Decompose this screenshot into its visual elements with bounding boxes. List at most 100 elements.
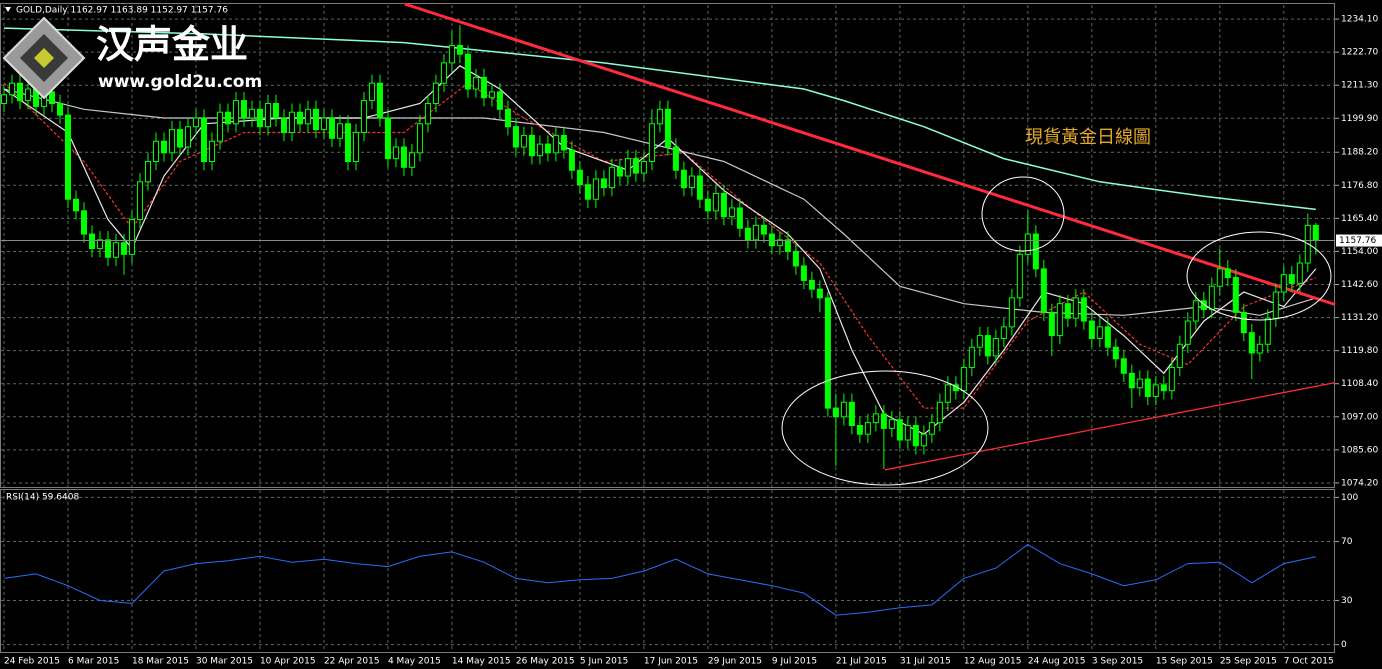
candle-body bbox=[720, 192, 727, 218]
candle-body bbox=[256, 108, 263, 128]
candle-body bbox=[304, 108, 311, 125]
x-tick-label: 29 Jun 2015 bbox=[708, 657, 762, 667]
candle-body bbox=[584, 184, 591, 200]
candle-body bbox=[144, 161, 151, 183]
candle-body bbox=[80, 210, 87, 235]
candle-body bbox=[208, 140, 215, 163]
candle-body bbox=[1104, 326, 1111, 348]
candle-body bbox=[1224, 268, 1231, 279]
candle-body bbox=[592, 178, 599, 200]
candle-body bbox=[1136, 378, 1143, 389]
candle-body bbox=[288, 111, 295, 134]
candle-body bbox=[776, 239, 783, 247]
line bbox=[884, 381, 1336, 471]
candle-body bbox=[1248, 332, 1255, 354]
candle-body bbox=[496, 91, 503, 110]
x-tick-label: 17 Jun 2015 bbox=[644, 657, 698, 667]
line bbox=[3, 543, 1316, 616]
candle-body bbox=[64, 114, 71, 200]
y-tick-label: 1234.10 bbox=[1341, 15, 1378, 25]
candle-body bbox=[336, 123, 343, 139]
candle-body bbox=[120, 242, 127, 255]
title-marker bbox=[5, 7, 11, 12]
candle-body bbox=[608, 166, 615, 189]
candle-body bbox=[672, 146, 679, 171]
candle-body bbox=[1024, 233, 1031, 255]
candle-body bbox=[624, 158, 631, 177]
candle-body bbox=[1296, 262, 1303, 284]
y-tick-label: 0 bbox=[1341, 640, 1347, 650]
candle-body bbox=[864, 422, 871, 435]
candle-body bbox=[472, 76, 479, 90]
x-tick-label: 9 Jul 2015 bbox=[772, 657, 817, 667]
candle-body bbox=[1280, 274, 1287, 293]
candle-body bbox=[1232, 277, 1239, 313]
candle-body bbox=[408, 152, 415, 168]
candle-body bbox=[880, 413, 887, 429]
candle-body bbox=[744, 227, 751, 241]
candle-body bbox=[752, 224, 759, 241]
y-tick-label: 1222.70 bbox=[1341, 48, 1378, 58]
y-tick-label: 1119.80 bbox=[1341, 346, 1378, 356]
candle-body bbox=[200, 117, 207, 163]
candle-body bbox=[360, 100, 367, 134]
logo-url: www.gold2u.com bbox=[98, 72, 262, 92]
candle-body bbox=[712, 192, 719, 212]
candle-body bbox=[328, 117, 335, 139]
candle-body bbox=[576, 169, 583, 186]
candle-body bbox=[352, 132, 359, 163]
candle-body bbox=[976, 335, 983, 348]
candle-body bbox=[824, 297, 831, 409]
y-tick-label: 100 bbox=[1341, 493, 1358, 503]
candle-body bbox=[192, 117, 199, 128]
candle-body bbox=[224, 111, 231, 125]
price-label: 1157.76 bbox=[1339, 236, 1376, 246]
candle-body bbox=[152, 140, 159, 163]
candle-body bbox=[1016, 253, 1023, 299]
candle-body bbox=[1152, 384, 1159, 397]
candle-body bbox=[896, 419, 903, 441]
candle-body bbox=[1120, 358, 1127, 374]
x-tick-label: 24 Feb 2015 bbox=[4, 657, 60, 667]
candle-body bbox=[1000, 326, 1007, 339]
x-tick-label: 31 Jul 2015 bbox=[900, 657, 951, 667]
x-tick-label: 10 Apr 2015 bbox=[260, 657, 316, 667]
candle-body bbox=[168, 129, 175, 154]
candle-body bbox=[416, 123, 423, 154]
candle-body bbox=[600, 178, 607, 189]
chart-title: GOLD,Daily 1162.97 1163.89 1152.97 1157.… bbox=[16, 6, 228, 16]
candle-body bbox=[536, 143, 543, 157]
candle-body bbox=[216, 111, 223, 142]
candle-body bbox=[616, 166, 623, 177]
candle-body bbox=[832, 407, 839, 418]
candle-body bbox=[400, 146, 407, 168]
candle-body bbox=[1176, 343, 1183, 368]
candle-body bbox=[760, 224, 767, 235]
candle-body bbox=[800, 265, 807, 281]
x-tick-label: 5 Jun 2015 bbox=[580, 657, 628, 667]
candle-body bbox=[184, 126, 191, 148]
candle-body bbox=[440, 62, 447, 84]
candle-body bbox=[1088, 320, 1095, 339]
candle-body bbox=[848, 401, 855, 427]
x-tick-label: 3 Sep 2015 bbox=[1092, 657, 1143, 667]
candle-body bbox=[0, 94, 7, 105]
y-tick-label: 70 bbox=[1341, 537, 1353, 547]
candle-body bbox=[1056, 303, 1063, 337]
candle-body bbox=[664, 108, 671, 148]
candle-body bbox=[1096, 326, 1103, 339]
candle-body bbox=[1008, 297, 1015, 328]
candle-body bbox=[88, 233, 95, 250]
line bbox=[3, 27, 1316, 211]
candle-body bbox=[376, 82, 383, 119]
x-tick-label: 6 Mar 2015 bbox=[68, 657, 119, 667]
candle-body bbox=[936, 401, 943, 424]
candle-body bbox=[232, 100, 239, 125]
candle-body bbox=[344, 123, 351, 163]
candle-body bbox=[704, 198, 711, 212]
candle-body bbox=[696, 175, 703, 200]
y-tick-label: 1176.80 bbox=[1341, 181, 1378, 191]
rsi-title: RSI(14) 59.6408 bbox=[6, 493, 79, 503]
price-label-box bbox=[1336, 234, 1382, 247]
